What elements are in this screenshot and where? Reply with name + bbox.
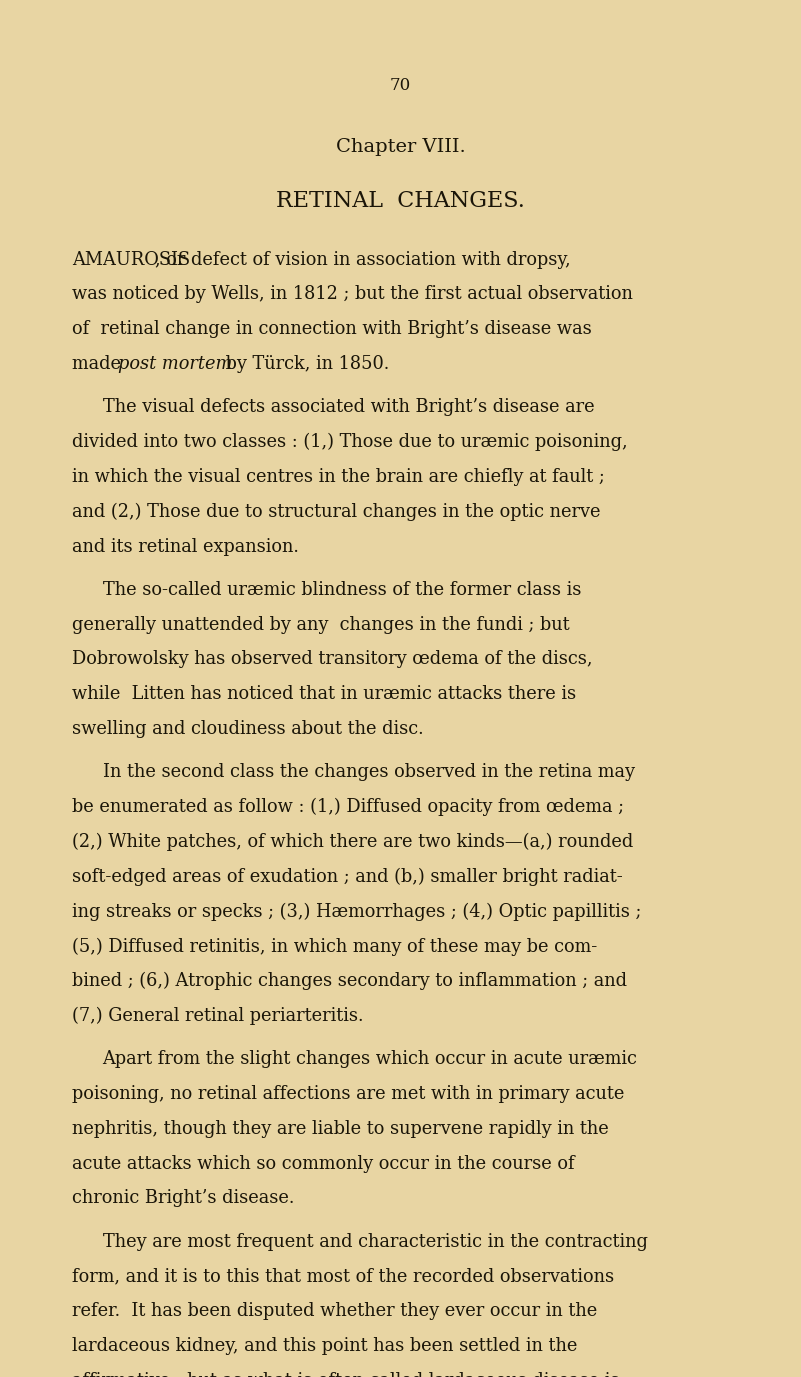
Text: swelling and cloudiness about the disc.: swelling and cloudiness about the disc. — [72, 720, 424, 738]
Text: of  retinal change in connection with Bright’s disease was: of retinal change in connection with Bri… — [72, 321, 592, 339]
Text: In the second class the changes observed in the retina may: In the second class the changes observed… — [103, 763, 634, 781]
Text: They are most frequent and characteristic in the contracting: They are most frequent and characteristi… — [103, 1232, 647, 1250]
Text: post mortem: post mortem — [119, 355, 232, 373]
Text: Apart from the slight changes which occur in acute uræmic: Apart from the slight changes which occu… — [103, 1051, 638, 1069]
Text: while  Litten has noticed that in uræmic attacks there is: while Litten has noticed that in uræmic … — [72, 686, 576, 704]
Text: , or defect of vision in association with dropsy,: , or defect of vision in association wit… — [155, 251, 571, 269]
Text: soft-edged areas of exudation ; and (b,) smaller bright radiat-: soft-edged areas of exudation ; and (b,)… — [72, 868, 623, 885]
Text: The so-called uræmic blindness of the former class is: The so-called uræmic blindness of the fo… — [103, 581, 581, 599]
Text: form, and it is to this that most of the recorded observations: form, and it is to this that most of the… — [72, 1267, 614, 1285]
Text: Chapter VIII.: Chapter VIII. — [336, 138, 465, 156]
Text: Dobrowolsky has observed transitory œdema of the discs,: Dobrowolsky has observed transitory œdem… — [72, 650, 593, 668]
Text: divided into two classes : (1,) Those due to uræmic poisoning,: divided into two classes : (1,) Those du… — [72, 432, 628, 452]
Text: by Türck, in 1850.: by Türck, in 1850. — [220, 355, 389, 373]
Text: RETINAL  CHANGES.: RETINAL CHANGES. — [276, 190, 525, 212]
Text: (2,) White patches, of which there are two kinds—(a,) rounded: (2,) White patches, of which there are t… — [72, 833, 634, 851]
Text: 70: 70 — [390, 77, 411, 94]
Text: The visual defects associated with Bright’s disease are: The visual defects associated with Brigh… — [103, 398, 594, 416]
Text: in which the visual centres in the brain are chiefly at fault ;: in which the visual centres in the brain… — [72, 468, 605, 486]
Text: and (2,) Those due to structural changes in the optic nerve: and (2,) Those due to structural changes… — [72, 503, 601, 521]
Text: generally unattended by any  changes in the fundi ; but: generally unattended by any changes in t… — [72, 616, 570, 633]
Text: be enumerated as follow : (1,) Diffused opacity from œdema ;: be enumerated as follow : (1,) Diffused … — [72, 797, 624, 817]
Text: chronic Bright’s disease.: chronic Bright’s disease. — [72, 1190, 295, 1208]
Text: refer.  It has been disputed whether they ever occur in the: refer. It has been disputed whether they… — [72, 1303, 598, 1321]
Text: bined ; (6,) Atrophic changes secondary to inflammation ; and: bined ; (6,) Atrophic changes secondary … — [72, 972, 627, 990]
Text: poisoning, no retinal affections are met with in primary acute: poisoning, no retinal affections are met… — [72, 1085, 625, 1103]
Text: made: made — [72, 355, 127, 373]
Text: was noticed by Wells, in 1812 ; but the first actual observation: was noticed by Wells, in 1812 ; but the … — [72, 285, 633, 303]
Text: ing streaks or specks ; (3,) Hæmorrhages ; (4,) Optic papillitis ;: ing streaks or specks ; (3,) Hæmorrhages… — [72, 902, 642, 921]
Text: (5,) Diffused retinitis, in which many of these may be com-: (5,) Diffused retinitis, in which many o… — [72, 938, 598, 956]
Text: lardaceous kidney, and this point has been settled in the: lardaceous kidney, and this point has be… — [72, 1337, 578, 1355]
Text: AMAUROSIS: AMAUROSIS — [72, 251, 190, 269]
Text: (7,) General retinal periarteritis.: (7,) General retinal periarteritis. — [72, 1007, 364, 1026]
Text: and its retinal expansion.: and its retinal expansion. — [72, 537, 299, 555]
Text: acute attacks which so commonly occur in the course of: acute attacks which so commonly occur in… — [72, 1154, 574, 1173]
Text: affirmative ; but as what is often called lardaceous disease is: affirmative ; but as what is often calle… — [72, 1371, 620, 1377]
Text: nephritis, though they are liable to supervene rapidly in the: nephritis, though they are liable to sup… — [72, 1120, 609, 1137]
